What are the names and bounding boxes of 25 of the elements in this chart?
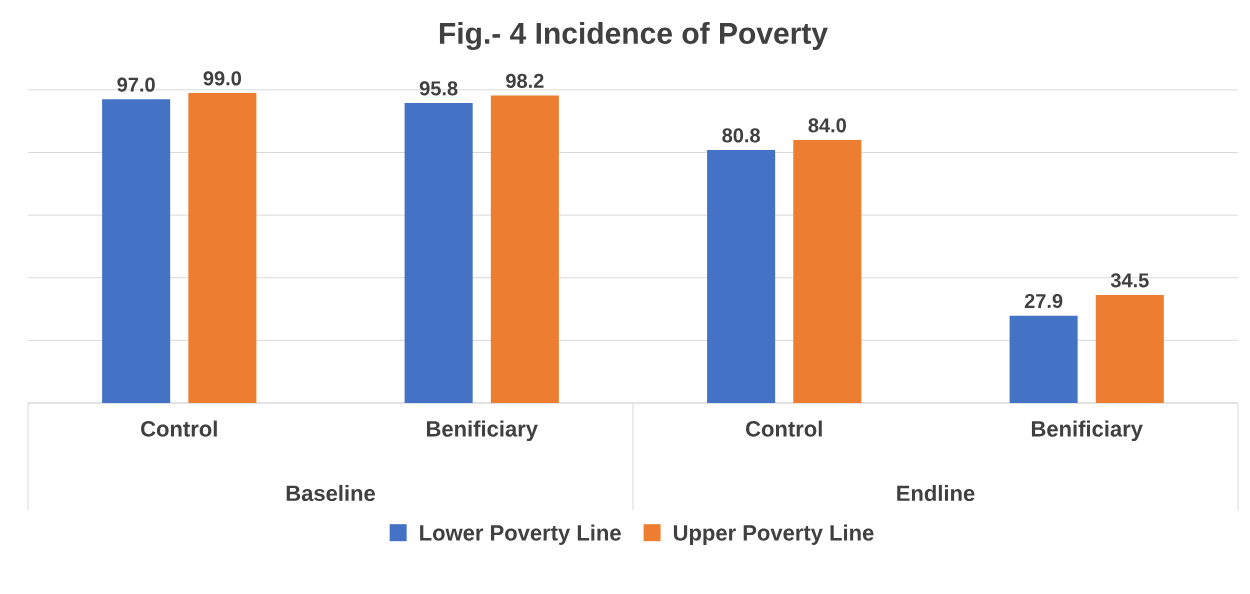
data-label: 34.5 [1110,273,1149,288]
data-label: 98.2 [506,73,544,88]
legend-label: Lower Poverty Line [420,524,621,545]
bar [404,103,473,403]
bar [1095,294,1164,403]
data-label: 80.8 [722,128,760,143]
bar [793,139,862,403]
data-label: 99.0 [203,71,241,86]
bar [1009,315,1078,403]
bar [707,149,776,403]
x-tick-label: Benificiary [1031,420,1143,442]
x-tick-label: Control [141,420,217,437]
legend-label: Upper Poverty Line [673,524,874,545]
data-label: 95.8 [419,81,458,96]
x-tick-label: Benificiary [426,420,538,442]
bar [102,99,171,403]
x-tick-label: Control [746,420,822,437]
bar [188,93,257,403]
data-label: 27.9 [1024,293,1063,309]
data-label: 84.0 [808,118,846,133]
text: Baseline [286,484,375,502]
data-label: 97.0 [117,77,155,92]
bar [490,95,559,403]
text: Endline [897,484,975,502]
chart-title: Fig.- 4 Incidence of Poverty [439,21,828,51]
